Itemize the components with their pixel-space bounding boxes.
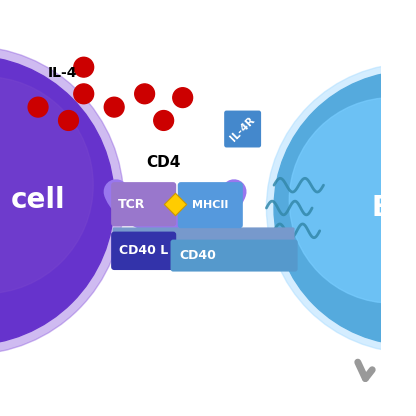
Circle shape [0, 46, 124, 354]
Text: MHCII: MHCII [192, 200, 228, 210]
Text: CD40: CD40 [179, 249, 216, 262]
Text: CD4: CD4 [146, 155, 181, 170]
Text: cell: cell [11, 186, 65, 214]
Circle shape [74, 57, 94, 77]
FancyBboxPatch shape [111, 232, 176, 270]
FancyBboxPatch shape [113, 228, 295, 248]
Circle shape [274, 71, 416, 345]
FancyBboxPatch shape [171, 240, 297, 272]
Circle shape [173, 88, 193, 107]
Text: IL-4: IL-4 [48, 66, 77, 80]
FancyBboxPatch shape [224, 111, 261, 148]
Circle shape [104, 97, 124, 117]
Circle shape [289, 98, 416, 303]
FancyBboxPatch shape [111, 182, 176, 226]
Circle shape [28, 97, 48, 117]
Circle shape [0, 56, 114, 345]
Circle shape [135, 84, 154, 104]
Circle shape [266, 63, 416, 353]
Point [172, 201, 178, 208]
Text: IL-4R: IL-4R [228, 115, 257, 143]
Circle shape [154, 111, 173, 130]
Circle shape [74, 84, 94, 104]
Circle shape [59, 111, 78, 130]
Text: TCR: TCR [118, 198, 145, 210]
Text: CD40 L: CD40 L [119, 244, 168, 258]
Text: B c: B c [372, 194, 416, 222]
FancyBboxPatch shape [178, 182, 243, 228]
Circle shape [0, 77, 93, 294]
